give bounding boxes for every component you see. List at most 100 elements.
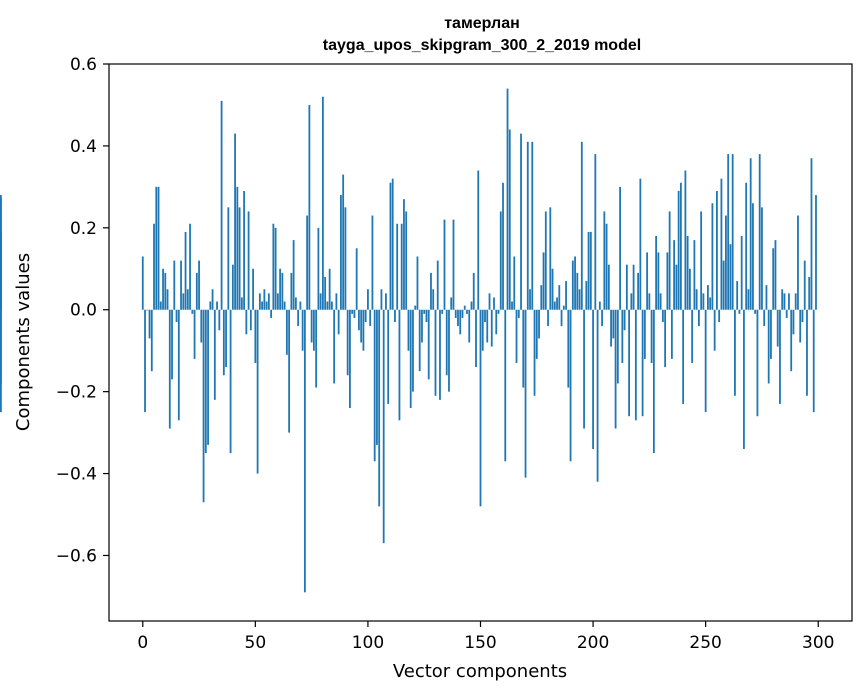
bar — [812, 309, 815, 413]
bar — [596, 309, 599, 482]
bar — [628, 309, 630, 417]
y-tick-label: −0.2 — [56, 383, 97, 403]
bar — [335, 293, 338, 310]
bar — [0, 195, 2, 310]
bar — [310, 309, 313, 343]
bar — [765, 285, 768, 310]
bar — [725, 215, 727, 310]
x-tick-label: 50 — [245, 633, 267, 653]
bar — [308, 104, 311, 310]
bar — [490, 309, 493, 347]
bar — [443, 219, 446, 310]
bar — [243, 190, 245, 310]
bar — [720, 178, 723, 310]
bar — [468, 309, 471, 343]
bar — [198, 260, 200, 310]
bar — [695, 289, 698, 310]
bar — [574, 256, 576, 310]
bar — [398, 309, 401, 421]
y-tick-label: 0.2 — [70, 219, 97, 239]
bar — [646, 252, 649, 310]
bar — [779, 309, 781, 404]
bar — [409, 309, 412, 409]
bar — [349, 309, 351, 409]
bar — [648, 293, 651, 310]
bar — [378, 309, 381, 507]
bar — [283, 301, 286, 310]
bar — [761, 207, 763, 310]
bar — [515, 309, 518, 363]
bar — [418, 309, 421, 372]
bar — [625, 264, 628, 310]
bar — [736, 281, 739, 310]
bar — [396, 223, 399, 310]
bar — [461, 309, 464, 318]
bar — [155, 186, 158, 310]
bar — [421, 309, 423, 343]
bar — [150, 309, 153, 372]
bar — [623, 309, 626, 331]
bar — [371, 215, 374, 310]
chart-title-line2: tayga_upos_skipgram_300_2_2019 model — [323, 37, 641, 54]
bar — [445, 309, 448, 376]
bar — [592, 309, 594, 449]
bar — [601, 309, 603, 327]
bar — [216, 301, 218, 310]
bar — [508, 129, 511, 310]
bar — [175, 309, 178, 323]
bar — [299, 301, 302, 310]
x-axis-label: Vector components — [393, 661, 567, 682]
bar — [229, 309, 232, 454]
bar — [774, 240, 777, 310]
bar — [511, 301, 513, 310]
bar — [529, 289, 531, 310]
bar — [686, 236, 689, 310]
bar — [450, 297, 453, 310]
bar — [772, 248, 775, 310]
bar — [222, 309, 225, 376]
bar — [499, 211, 502, 310]
x-tick-label: 250 — [689, 633, 721, 653]
bar — [463, 305, 466, 310]
bar — [783, 293, 786, 310]
bar — [247, 211, 250, 310]
bar — [553, 301, 556, 310]
bar — [684, 170, 687, 310]
bar — [740, 236, 743, 310]
bar — [425, 309, 428, 323]
bar — [171, 309, 173, 380]
bar — [470, 301, 473, 310]
bar — [290, 272, 293, 310]
bar — [364, 309, 367, 323]
bar — [524, 309, 527, 478]
bar — [166, 289, 169, 310]
bar — [711, 203, 714, 310]
bar — [668, 211, 671, 310]
bar — [815, 195, 817, 310]
bar — [727, 154, 730, 310]
bar — [589, 231, 592, 310]
bar — [677, 190, 680, 310]
x-tick-label: 200 — [577, 633, 609, 653]
x-tick-label: 300 — [802, 633, 834, 653]
bar — [153, 223, 155, 310]
bar — [306, 215, 309, 310]
bar — [164, 272, 167, 310]
bar — [502, 182, 504, 310]
bar — [180, 260, 182, 310]
bar — [580, 141, 583, 310]
bar — [303, 309, 306, 593]
bar — [578, 289, 581, 310]
bar — [551, 268, 554, 310]
bar — [326, 301, 329, 310]
bar — [747, 289, 750, 310]
y-tick-label: 0.0 — [70, 301, 97, 321]
x-tick-label: 100 — [352, 633, 384, 653]
bar — [416, 256, 419, 310]
bar — [256, 309, 259, 474]
bar — [209, 301, 212, 310]
bar — [301, 309, 304, 351]
bar — [535, 309, 538, 359]
bar — [785, 309, 788, 318]
y-axis-label: Components values — [13, 253, 34, 431]
